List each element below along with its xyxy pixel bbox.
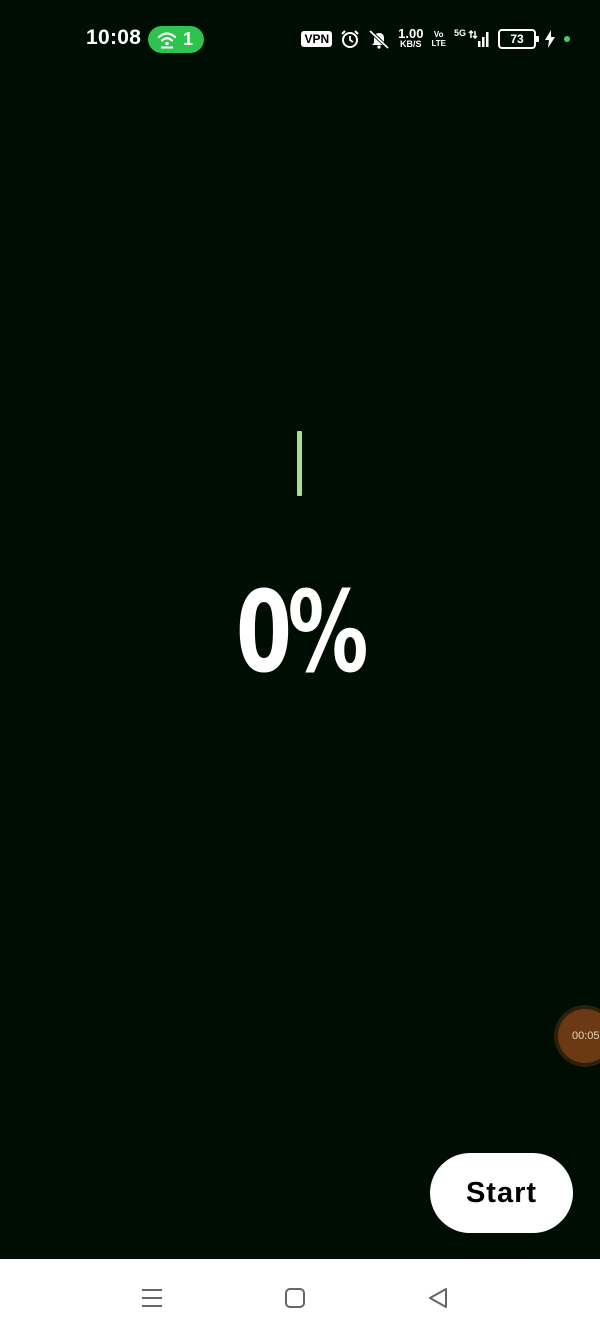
progress-indicator bbox=[297, 431, 302, 496]
network-speed: 1.00 KB/S bbox=[398, 26, 424, 50]
network-speed-value: 1.00 bbox=[398, 26, 424, 41]
hotspot-count: 1 bbox=[183, 29, 194, 49]
navigation-bar bbox=[0, 1259, 600, 1333]
signal-group: 5G bbox=[454, 29, 490, 49]
menu-icon bbox=[142, 1289, 162, 1307]
vpn-badge: VPN bbox=[301, 31, 333, 47]
network-speed-unit: KB/S bbox=[400, 39, 422, 49]
screen-recorder-bubble[interactable]: 00:05 bbox=[558, 1009, 600, 1063]
start-button[interactable]: Start bbox=[430, 1153, 573, 1233]
back-button[interactable] bbox=[423, 1283, 453, 1313]
back-icon bbox=[429, 1288, 447, 1308]
signal-icon bbox=[468, 29, 489, 47]
network-type: 5G bbox=[453, 28, 466, 38]
system-icons: VPN 1.00 KB/S Vo LTE 5G bbox=[301, 26, 570, 52]
volte-indicator: Vo LTE bbox=[431, 30, 446, 48]
bell-muted-icon bbox=[368, 29, 390, 49]
progress-percent: 0% bbox=[235, 568, 369, 698]
recent-apps-button[interactable] bbox=[137, 1283, 167, 1313]
volte-bottom: LTE bbox=[431, 39, 446, 48]
volte-top: Vo bbox=[433, 30, 444, 39]
privacy-dot bbox=[564, 36, 570, 42]
charging-icon bbox=[545, 30, 555, 48]
alarm-icon bbox=[341, 30, 359, 48]
battery-indicator: 73 bbox=[498, 29, 539, 49]
hotspot-indicator[interactable]: 1 bbox=[148, 26, 204, 53]
status-bar: 10:08 1 VPN bbox=[0, 0, 600, 78]
home-icon bbox=[285, 1288, 305, 1308]
home-button[interactable] bbox=[280, 1283, 310, 1313]
status-time: 10:08 bbox=[86, 26, 142, 49]
hotspot-icon bbox=[157, 32, 177, 49]
